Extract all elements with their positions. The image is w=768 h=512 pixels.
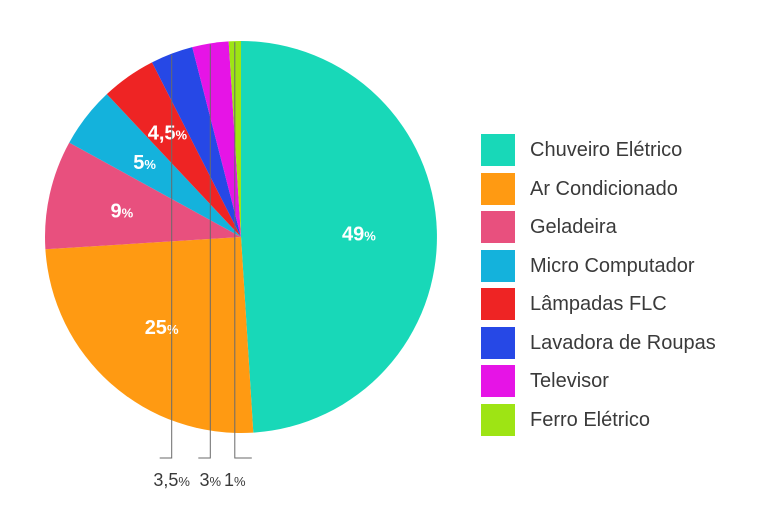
legend-label: Televisor: [530, 370, 609, 392]
slice-label-8: 1%: [224, 470, 246, 490]
leader-line-8: [234, 42, 252, 459]
legend-item: Ferro Elétrico: [481, 403, 751, 443]
legend-item: Chuveiro Elétrico: [481, 134, 751, 173]
slice-label-3: 9%: [111, 200, 134, 222]
slice-label-5: 4,5%: [148, 122, 188, 144]
legend-swatch: [481, 172, 515, 205]
legend-swatch: [481, 403, 515, 436]
leader-line-7: [198, 44, 211, 459]
pie-slice-4: [69, 94, 242, 238]
legend-item: Lâmpadas FLC: [481, 288, 751, 327]
legend-swatch: [481, 326, 515, 359]
legend-label: Lavadora de Roupas: [530, 331, 716, 354]
legend-label: Lâmpadas FLC: [530, 293, 667, 315]
legend-swatch: [481, 134, 515, 166]
slice-label-4: 5%: [133, 152, 156, 174]
legend-label: Micro Computador: [530, 254, 695, 277]
legend-label: Geladeira: [530, 216, 617, 238]
legend-swatch: [481, 288, 515, 320]
legend-item: Ar Condicionado: [481, 172, 751, 212]
legend-item: Micro Computador: [481, 249, 751, 289]
leader-line-6: [159, 54, 173, 459]
pie-slice-7: [192, 41, 241, 237]
legend-item: Lavadora de Roupas: [481, 326, 751, 366]
slice-label-2: 25%: [145, 317, 179, 339]
legend-label: Chuveiro Elétrico: [530, 139, 683, 161]
legend-label: Ferro Elétrico: [530, 408, 651, 431]
legend-item: Geladeira: [481, 211, 751, 250]
legend-swatch: [481, 211, 515, 243]
legend-label: Ar Condicionado: [530, 177, 678, 200]
slice-label-6: 3,5%: [153, 470, 190, 490]
pie-slice-1: [241, 41, 437, 433]
legend: Chuveiro Elétrico Ar Condicionado Geladeir…: [481, 134, 751, 442]
pie-slice-3: [45, 142, 241, 250]
legend-item: Televisor: [481, 365, 751, 404]
pie-slice-2: [45, 237, 254, 433]
pie-slice-6: [152, 47, 241, 237]
legend-swatch: [481, 249, 515, 282]
slice-label-1: 49%: [342, 223, 376, 245]
legend-swatch: [481, 365, 515, 397]
slice-label-7: 3%: [200, 470, 222, 490]
pie-slice-5: [106, 62, 241, 237]
